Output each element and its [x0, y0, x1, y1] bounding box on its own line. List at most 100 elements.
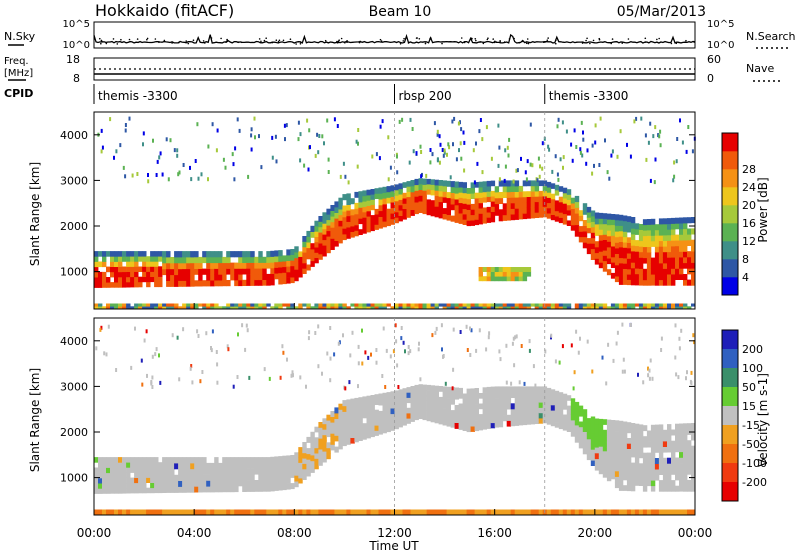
velocity-cell — [562, 509, 568, 515]
velocity-cell — [198, 509, 203, 515]
velocity-cell — [366, 411, 371, 418]
velocity-cell — [99, 327, 102, 332]
power-cell — [342, 205, 347, 212]
nsearch-dot — [399, 43, 402, 45]
velocity-cell — [566, 426, 572, 432]
velocity-cell — [498, 509, 504, 515]
velocity-cell — [671, 463, 676, 470]
velocity-cell — [362, 396, 367, 403]
power-cell — [606, 170, 609, 175]
power-cell — [98, 251, 103, 257]
power-cell — [514, 197, 520, 204]
power-cell — [650, 257, 656, 264]
velocity-cell — [606, 419, 612, 426]
nsearch-dot — [644, 41, 647, 43]
power-cell — [658, 218, 664, 225]
velocity-cell — [470, 388, 475, 395]
velocity-cell — [334, 429, 339, 436]
power-cell — [222, 274, 227, 281]
velocity-cell — [386, 509, 391, 515]
power-cell — [242, 256, 247, 263]
velocity-cell — [618, 479, 624, 486]
power-cell — [481, 170, 484, 175]
power-cell — [342, 228, 347, 235]
power-cell — [542, 185, 548, 192]
power-cell — [258, 262, 263, 269]
power-cell — [150, 256, 155, 262]
power-cell — [654, 306, 660, 310]
nsearch-dot — [146, 37, 149, 40]
power-cell — [454, 306, 459, 310]
velocity-cell — [434, 509, 439, 515]
velocity-cell — [234, 474, 239, 481]
power-cell — [626, 237, 632, 243]
velocity-cell — [506, 414, 512, 421]
velocity-cell — [230, 468, 235, 475]
velocity-cell — [114, 472, 119, 479]
power-cell — [474, 214, 479, 220]
power-cell — [667, 229, 672, 236]
power-cell — [270, 250, 275, 257]
velocity-cell — [154, 509, 159, 515]
power-cell — [443, 148, 446, 153]
velocity-cell — [122, 488, 127, 494]
velocity-cell — [298, 462, 303, 469]
power-cell — [350, 209, 355, 216]
velocity-cell — [330, 509, 335, 515]
velocity-cell — [650, 469, 656, 475]
velocity-cell — [361, 361, 364, 366]
velocity-cell — [366, 395, 371, 402]
power-cell — [626, 242, 632, 249]
velocity-cell — [570, 420, 576, 426]
velocity-cell — [206, 509, 211, 515]
power-cell — [390, 196, 395, 203]
power-cell — [504, 164, 507, 169]
power-cell — [278, 306, 283, 310]
velocity-cell — [646, 509, 652, 515]
power-cell — [619, 129, 622, 134]
power-cell — [302, 252, 307, 258]
velocity-cell — [134, 462, 139, 468]
velocity-cell — [362, 509, 367, 515]
power-cell — [482, 197, 487, 203]
power-cell — [378, 199, 383, 206]
power-cell — [418, 206, 423, 213]
power-cell — [534, 201, 540, 208]
freq-tick-top: 18 — [66, 53, 80, 66]
power-cell — [547, 144, 550, 149]
power-cell — [294, 246, 299, 253]
velocity-cell — [382, 404, 387, 411]
velocity-cell — [201, 370, 204, 374]
velocity-cell — [263, 367, 266, 372]
power-cell — [234, 306, 239, 310]
power-cell — [458, 197, 463, 204]
power-cell — [366, 303, 371, 307]
power-cell — [370, 303, 375, 307]
velocity-cell — [675, 435, 680, 441]
velocity-cell — [606, 425, 612, 432]
power-cell — [667, 234, 672, 241]
power-cell — [507, 153, 510, 158]
velocity-cell — [134, 472, 139, 478]
power-cell — [662, 251, 668, 258]
power-cell — [210, 306, 215, 310]
velocity-cell — [691, 485, 696, 492]
velocity-cell — [122, 467, 127, 473]
velocity-cell — [691, 434, 696, 441]
power-cell — [438, 160, 441, 165]
power-cell — [134, 251, 139, 257]
velocity-cell — [130, 487, 135, 494]
power-cell — [250, 274, 255, 281]
power-cell — [118, 251, 123, 257]
velocity-cell — [638, 424, 644, 431]
velocity-cell — [494, 509, 500, 515]
velocity-cell — [654, 435, 660, 442]
velocity-cell — [470, 426, 475, 432]
velocity-cell — [210, 462, 215, 470]
power-cell — [114, 266, 119, 273]
power-cell — [454, 216, 459, 223]
velocity-cell — [286, 461, 291, 467]
power-cell — [650, 279, 656, 286]
power-cell — [594, 247, 600, 254]
